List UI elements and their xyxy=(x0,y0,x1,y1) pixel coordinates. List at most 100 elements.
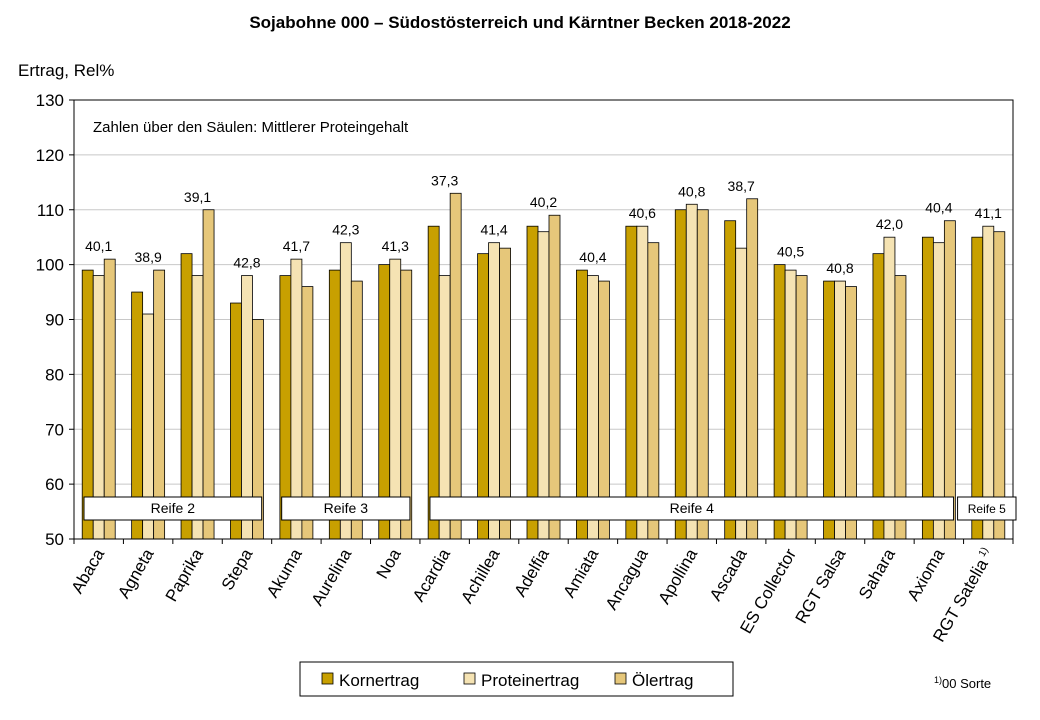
y-tick-label: 100 xyxy=(36,256,64,275)
bar-ölertrag xyxy=(943,220,956,540)
chart-title: Sojabohne 000 – Südostösterreich und Kär… xyxy=(249,13,790,32)
bar-ölertrag xyxy=(696,209,709,540)
y-tick-label: 110 xyxy=(37,201,64,220)
bar-ölertrag xyxy=(548,214,561,540)
bar-proteinertrag xyxy=(883,236,896,540)
maturity-group-label: Reife 5 xyxy=(968,502,1006,516)
maturity-group-label: Reife 2 xyxy=(151,500,196,516)
data-label: 40,6 xyxy=(629,205,656,221)
x-category-label: Axioma xyxy=(904,545,949,604)
bar-proteinertrag xyxy=(339,242,352,540)
y-tick-label: 120 xyxy=(36,146,64,165)
bar-ölertrag xyxy=(202,209,215,540)
x-category-label: Adelfia xyxy=(511,545,554,600)
maturity-group-label: Reife 4 xyxy=(670,500,715,516)
bar-proteinertrag xyxy=(735,247,748,540)
maturity-group-box xyxy=(957,496,1017,521)
data-label: 38,9 xyxy=(135,249,162,265)
bar-proteinertrag xyxy=(982,225,995,540)
data-label: 40,2 xyxy=(530,194,557,210)
legend-swatch xyxy=(321,672,334,685)
bar-kornertrag xyxy=(477,253,489,540)
bar-proteinertrag xyxy=(932,242,945,540)
bar-kornertrag xyxy=(674,209,687,540)
data-labels: 40,1 38,9 39,1 42,8 41,7 42,3 41,3 37,3 41,4 40,2… xyxy=(85,172,1002,276)
data-label: 42,0 xyxy=(876,216,903,232)
x-category-label: Stepa xyxy=(218,545,257,593)
data-label: 39,1 xyxy=(184,189,211,205)
x-axis-categories: Abaca Agneta Paprika Stepa Akuma Aurelina Noa A… xyxy=(68,539,1014,645)
data-label: 40,1 xyxy=(85,238,112,254)
bar-ölertrag xyxy=(449,192,462,540)
maturity-group-box xyxy=(83,496,263,521)
x-category-label: Noa xyxy=(373,545,405,582)
data-label: 40,8 xyxy=(678,183,705,199)
y-axis-label: Ertrag, Rel% xyxy=(18,61,114,80)
data-label: 41,3 xyxy=(382,238,409,254)
data-label: 41,7 xyxy=(283,238,310,254)
bar-kornertrag xyxy=(921,236,934,540)
bar-kornertrag xyxy=(180,253,193,540)
maturity-group-box xyxy=(429,496,955,521)
bar-kornertrag xyxy=(427,225,440,540)
legend-label: Ölertrag xyxy=(632,671,693,690)
bar-ölertrag xyxy=(647,242,660,540)
data-label: 37,3 xyxy=(431,172,458,188)
legend-label: Proteinertrag xyxy=(481,671,579,690)
bar-kornertrag xyxy=(724,220,737,540)
bars xyxy=(81,192,1006,540)
bar-proteinertrag xyxy=(636,225,649,540)
bar-kornertrag xyxy=(971,236,984,540)
x-category-label: Akuma xyxy=(263,545,306,601)
x-category-label: Apollina xyxy=(655,545,702,607)
legend-box xyxy=(299,661,734,697)
x-category-label: Paprika xyxy=(162,545,208,605)
data-label: 40,4 xyxy=(925,200,952,216)
y-tick-label: 130 xyxy=(36,91,64,110)
y-tick-label: 60 xyxy=(45,475,64,494)
y-tick-label: 50 xyxy=(45,530,64,549)
x-category-label: RGT Salsa xyxy=(792,545,850,627)
legend-swatch xyxy=(463,672,476,685)
footnote-text: 00 Sorte xyxy=(942,676,991,691)
data-label: 40,5 xyxy=(777,244,804,260)
y-tick-label: 90 xyxy=(45,311,64,330)
maturity-group-label: Reife 3 xyxy=(324,500,369,516)
maturity-groups: Reife 2 Reife 3 Reife 4 Reife 5 xyxy=(83,496,1017,521)
y-tick-label: 70 xyxy=(45,420,64,439)
x-category-label: Ascada xyxy=(706,545,751,604)
x-category-label: Amiata xyxy=(559,545,602,601)
y-axis-ticks: 50 60 70 80 90 100 110 120 130 xyxy=(36,91,74,549)
category-superscript: 1) xyxy=(977,546,991,559)
bar-ölertrag xyxy=(499,247,511,540)
x-category-label: Agneta xyxy=(114,545,158,602)
footnote-marker: 1) xyxy=(934,675,942,685)
annotation-text: Zahlen über den Säulen: Mittlerer Protei… xyxy=(93,119,409,136)
bar-proteinertrag xyxy=(537,231,550,540)
bar-kornertrag xyxy=(872,253,885,540)
data-label: 40,4 xyxy=(579,249,606,265)
data-label: 42,8 xyxy=(233,255,260,271)
footnote: 1)00 Sorte xyxy=(934,675,991,691)
x-category-label: Abaca xyxy=(68,545,109,597)
x-category-label: Aurelina xyxy=(308,545,356,609)
x-category-label: Achillea xyxy=(457,545,503,607)
data-label: 40,8 xyxy=(826,260,853,276)
bar-proteinertrag xyxy=(488,242,500,540)
bar-proteinertrag xyxy=(685,203,698,540)
x-category-label: Sahara xyxy=(855,545,899,602)
legend-swatch xyxy=(614,672,627,685)
data-label: 41,1 xyxy=(975,205,1002,221)
x-category-label: Ancagua xyxy=(602,545,652,613)
bar-ölertrag xyxy=(746,198,759,540)
data-label: 41,4 xyxy=(480,222,507,238)
legend-label: Kornertrag xyxy=(339,671,419,690)
maturity-group-box xyxy=(281,496,411,521)
legend: Kornertrag Proteinertrag Ölertrag xyxy=(299,661,734,697)
bar-ölertrag xyxy=(993,231,1006,540)
data-label: 38,7 xyxy=(728,178,755,194)
data-label: 42,3 xyxy=(332,222,359,238)
bar-kornertrag xyxy=(526,225,539,540)
x-category-label: Acardia xyxy=(409,545,455,605)
